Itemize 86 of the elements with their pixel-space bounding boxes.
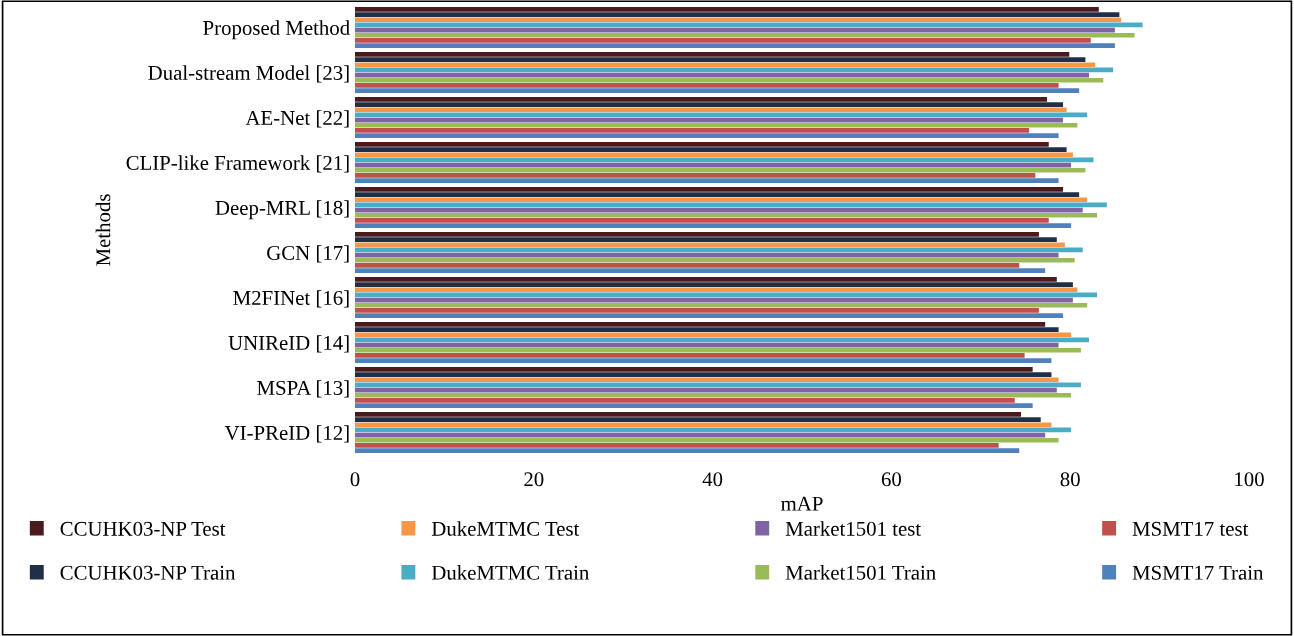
x-tick-label: 100 — [1235, 472, 1264, 487]
bar — [355, 7, 1099, 12]
bar — [355, 377, 1059, 383]
bar — [355, 392, 1072, 398]
bar — [355, 422, 1052, 428]
bar — [355, 173, 1036, 178]
bar — [355, 268, 1046, 273]
bar — [355, 43, 1115, 48]
bar — [355, 448, 1020, 453]
bar — [355, 107, 1067, 113]
y-tick-label: Deep-MRL [18] — [215, 200, 349, 220]
y-tick-label: UNIReID [14] — [228, 335, 349, 353]
bar — [355, 147, 1067, 152]
bar — [355, 332, 1072, 338]
x-axis-title: mAP — [781, 496, 823, 511]
legend-label: MSMT17 Train — [1132, 565, 1264, 580]
x-tick-label: 0 — [350, 472, 360, 487]
bar — [355, 97, 1047, 102]
bar — [355, 52, 1070, 57]
bar — [355, 322, 1046, 327]
bar — [355, 212, 1098, 218]
bar — [355, 38, 1091, 43]
x-tick-label: 40 — [702, 472, 723, 487]
bar — [355, 102, 1064, 107]
legend-label: Market1501 Train — [785, 565, 936, 580]
bar — [355, 88, 1080, 93]
bar — [355, 17, 1122, 23]
bar — [355, 133, 1059, 138]
legend-label: MSMT17 test — [1132, 521, 1249, 536]
legend-label: CCUHK03-NP Train — [60, 565, 236, 580]
bar — [355, 367, 1033, 372]
bar — [355, 242, 1065, 248]
bar — [355, 187, 1064, 192]
bar — [355, 223, 1072, 228]
bar — [355, 232, 1039, 237]
bar — [355, 12, 1120, 17]
bar — [355, 83, 1059, 88]
bar — [355, 347, 1081, 353]
bar — [355, 142, 1049, 147]
bar — [355, 403, 1033, 408]
bar — [355, 152, 1073, 158]
bar — [355, 353, 1025, 358]
x-tick-label: 60 — [881, 472, 902, 487]
bar — [355, 167, 1086, 173]
bar — [355, 358, 1052, 363]
bar — [355, 197, 1088, 203]
y-tick-label: CLIP-like Framework [21] — [126, 155, 349, 173]
bar — [355, 257, 1075, 263]
legend-label: DukeMTMC Test — [431, 521, 580, 536]
bar — [355, 263, 1020, 268]
bar — [355, 437, 1059, 443]
y-tick-label: VI-PReID [12] — [224, 425, 349, 443]
bar — [355, 128, 1030, 133]
bar — [355, 313, 1064, 318]
bar — [355, 417, 1041, 422]
bar — [355, 62, 1096, 68]
bar — [355, 398, 1015, 403]
bar — [355, 218, 1049, 223]
legend-label: Market1501 test — [785, 521, 922, 536]
x-tick-label: 20 — [524, 472, 544, 487]
bar — [355, 32, 1135, 38]
bar — [355, 178, 1059, 183]
bar — [355, 57, 1086, 62]
bar — [355, 372, 1052, 377]
bar — [355, 192, 1080, 197]
y-tick-label: AE-Net [22] — [245, 110, 349, 128]
bar — [355, 302, 1088, 308]
legend-label: CCUHK03-NP Test — [60, 521, 226, 536]
bar — [355, 277, 1057, 282]
bar — [355, 308, 1039, 313]
bar — [355, 287, 1078, 293]
bar — [355, 122, 1078, 128]
x-tick-label: 80 — [1060, 472, 1080, 487]
y-tick-label: M2FINet [16] — [233, 290, 349, 308]
y-tick-label: Proposed Method — [203, 20, 350, 40]
bar — [355, 282, 1073, 287]
legend-label: DukeMTMC Train — [431, 565, 590, 580]
y-tick-label: GCN [17] — [267, 245, 349, 263]
bar — [355, 327, 1059, 332]
bar — [355, 77, 1104, 83]
y-tick-label: Dual-stream Model [23] — [148, 65, 349, 83]
y-axis-title: Methods — [95, 194, 111, 266]
bar — [355, 237, 1057, 242]
bar — [355, 412, 1022, 417]
bar — [355, 443, 999, 448]
y-tick-label: MSPA [13] — [257, 380, 349, 398]
